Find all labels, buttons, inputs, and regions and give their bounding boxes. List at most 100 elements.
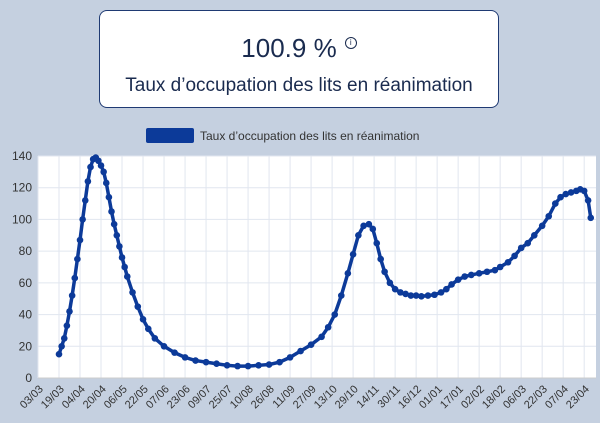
data-point (437, 289, 445, 296)
data-point (66, 308, 73, 315)
x-tick-label: 27/09 (291, 383, 319, 411)
data-point (557, 193, 564, 201)
x-tick-label: 26/08 (249, 383, 277, 411)
x-tick-label: 07/06 (144, 383, 172, 411)
data-point (105, 193, 113, 201)
data-point (530, 231, 538, 239)
x-tick-label: 02/02 (459, 383, 487, 411)
x-tick-label: 19/03 (39, 383, 67, 411)
x-tick-label: 09/07 (186, 383, 214, 411)
x-tick-label: 29/10 (333, 383, 361, 411)
data-point (562, 190, 570, 198)
data-point (567, 189, 575, 196)
x-tick-label: 16/12 (396, 383, 424, 411)
x-tick-label: 22/03 (522, 383, 550, 411)
data-point (76, 236, 84, 244)
data-point (74, 255, 81, 263)
data-point (524, 239, 532, 247)
data-point (381, 268, 388, 276)
x-tick-label: 25/07 (207, 383, 235, 411)
data-point (63, 322, 71, 329)
data-point (255, 362, 262, 369)
data-point (60, 335, 68, 342)
x-tick-label: 17/01 (438, 383, 466, 411)
data-point (55, 350, 63, 358)
data-point (318, 333, 325, 341)
data-point (123, 273, 131, 280)
x-tick-label: 13/10 (312, 383, 340, 411)
data-point (454, 276, 462, 283)
data-point (286, 354, 294, 361)
data-point (144, 325, 152, 333)
line-chart: 02040608010012014003/0319/0304/0420/0406… (12, 128, 596, 411)
x-tick-label: 04/04 (60, 383, 88, 411)
data-point (79, 216, 86, 223)
x-tick-label: 23/04 (564, 383, 592, 411)
y-tick-label: 100 (12, 212, 32, 226)
data-point (139, 316, 147, 323)
kpi-label: Taux d’occupation des lits en réanimatio… (125, 75, 473, 96)
data-point (584, 197, 592, 204)
x-tick-label: 10/08 (228, 383, 256, 411)
legend-label: Taux d’occupation des lits en réanimatio… (200, 129, 419, 143)
data-point (202, 358, 210, 366)
data-point (355, 231, 362, 239)
data-point (467, 271, 475, 279)
legend-swatch (146, 128, 194, 143)
data-point (129, 289, 136, 296)
data-point (134, 303, 142, 310)
data-point (349, 251, 357, 258)
data-point (360, 222, 367, 230)
data-point (81, 197, 89, 204)
x-tick-label: 22/05 (123, 383, 151, 411)
data-point (110, 220, 118, 228)
data-point (324, 323, 332, 331)
data-point (192, 357, 199, 364)
data-point (307, 341, 315, 348)
data-point (538, 222, 546, 230)
data-point (108, 208, 115, 215)
x-tick-label: 01/01 (417, 383, 445, 411)
data-point (297, 347, 304, 355)
data-point (100, 168, 107, 176)
data-point (483, 268, 491, 276)
x-tick-label: 06/05 (102, 383, 130, 411)
data-point (369, 225, 377, 233)
data-point (377, 255, 384, 263)
data-point (213, 360, 220, 368)
data-point (517, 244, 525, 252)
data-point (234, 362, 241, 370)
data-point (551, 200, 559, 207)
data-point (181, 354, 189, 361)
data-point (587, 214, 595, 222)
info-icon[interactable]: i (344, 37, 357, 49)
data-point (496, 263, 504, 271)
x-tick-label: 07/04 (543, 383, 571, 411)
data-point (97, 162, 105, 169)
data-point (402, 290, 409, 298)
data-point (102, 179, 110, 187)
data-point (373, 239, 381, 247)
data-point (386, 279, 394, 287)
data-point (58, 342, 65, 350)
data-point (461, 273, 469, 280)
data-point (407, 292, 415, 299)
data-point (244, 362, 252, 370)
data-point (71, 274, 79, 282)
data-point (121, 263, 128, 271)
data-point (151, 335, 159, 342)
kpi-card: 100.9 % i Taux d’occupation des lits en r… (99, 10, 499, 108)
data-point (431, 291, 438, 299)
data-point (223, 362, 231, 369)
y-tick-label: 80 (19, 244, 33, 258)
data-point (504, 258, 512, 266)
data-point (365, 220, 373, 228)
data-point (491, 266, 499, 274)
data-point (545, 212, 553, 220)
data-point (344, 270, 352, 277)
y-tick-label: 0 (25, 371, 32, 385)
y-tick-label: 120 (12, 181, 32, 195)
data-point (443, 285, 450, 293)
y-tick-label: 60 (19, 276, 33, 290)
data-point (276, 358, 283, 366)
